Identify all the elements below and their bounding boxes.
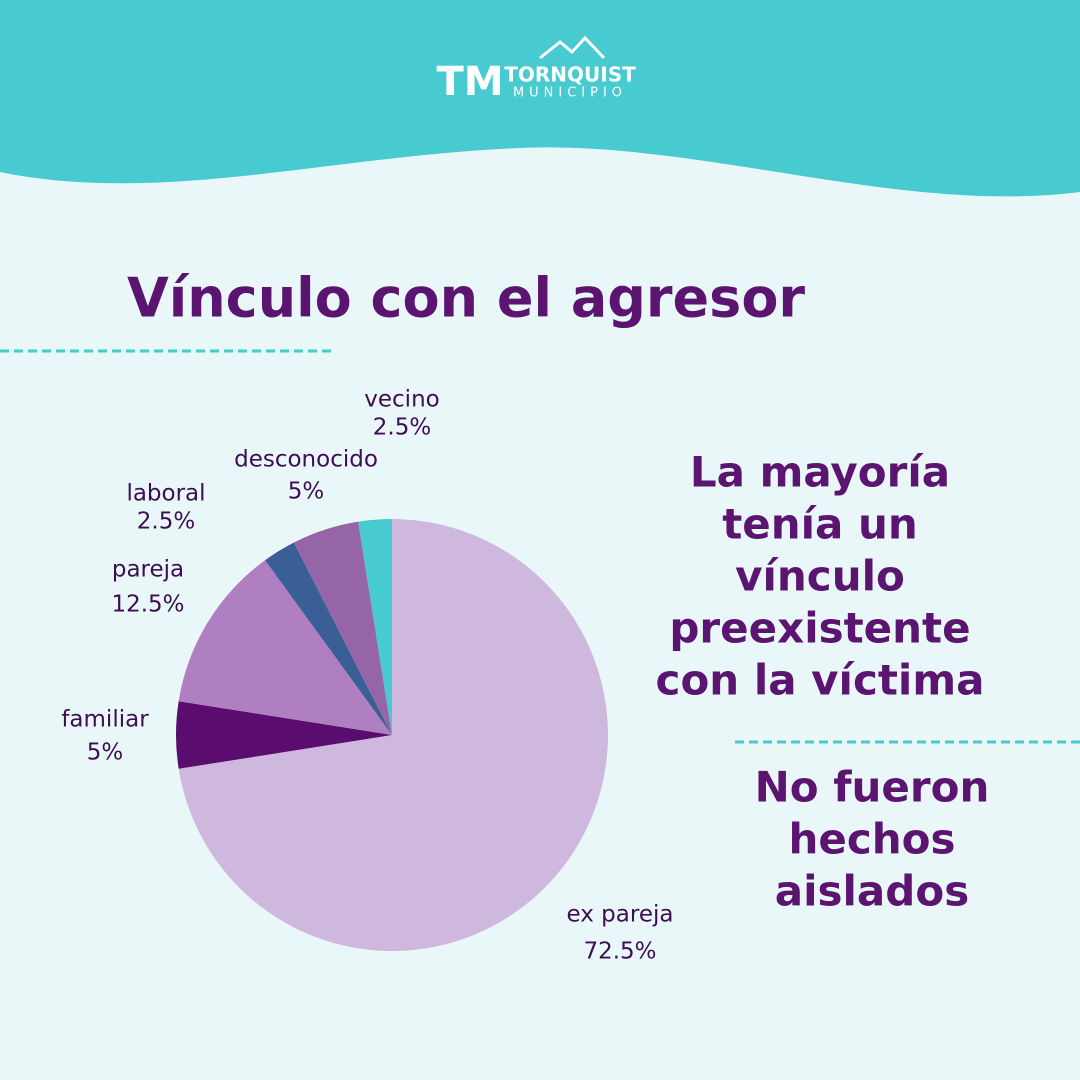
pie: ex pareja 72.5% familiar 5% pareja 12.5% labor… [61, 387, 673, 965]
logo-sub: MUNICIPIO [513, 86, 627, 101]
note-line: tenía un [722, 500, 918, 549]
value-label: 2.5% [137, 509, 195, 535]
chart-title: Vínculo con el agresor [127, 267, 805, 330]
slice-label: vecino [364, 387, 439, 413]
note-line: vínculo [735, 552, 905, 601]
slice-label: familiar [61, 707, 149, 733]
slice-label: pareja [112, 557, 184, 583]
pie-slice [176, 701, 392, 769]
value-label: 12.5% [111, 592, 184, 618]
note-line: preexistente [669, 604, 970, 653]
slice-label: ex pareja [567, 902, 674, 928]
pie-slice [265, 542, 392, 735]
header-band [0, 0, 1080, 197]
note-line: aislados [775, 867, 969, 916]
pie-slice [178, 560, 392, 735]
value-label: 5% [288, 479, 325, 505]
note-line: hechos [788, 815, 955, 864]
value-label: 72.5% [583, 939, 656, 965]
logo-mountains [539, 35, 606, 60]
note-line: con la víctima [656, 656, 985, 705]
pie-slice [358, 519, 392, 735]
logo-initials: TM [436, 59, 503, 105]
slice-label: laboral [126, 481, 205, 507]
value-label: 5% [87, 740, 124, 766]
slice-label: desconocido [234, 447, 378, 473]
pie-slice [178, 519, 609, 952]
pie-slice [293, 521, 392, 735]
note-line: La mayoría [690, 448, 950, 497]
note-line: No fueron [755, 763, 990, 812]
logo-name: TORNQUIST [504, 63, 636, 87]
value-label: 2.5% [373, 415, 431, 441]
